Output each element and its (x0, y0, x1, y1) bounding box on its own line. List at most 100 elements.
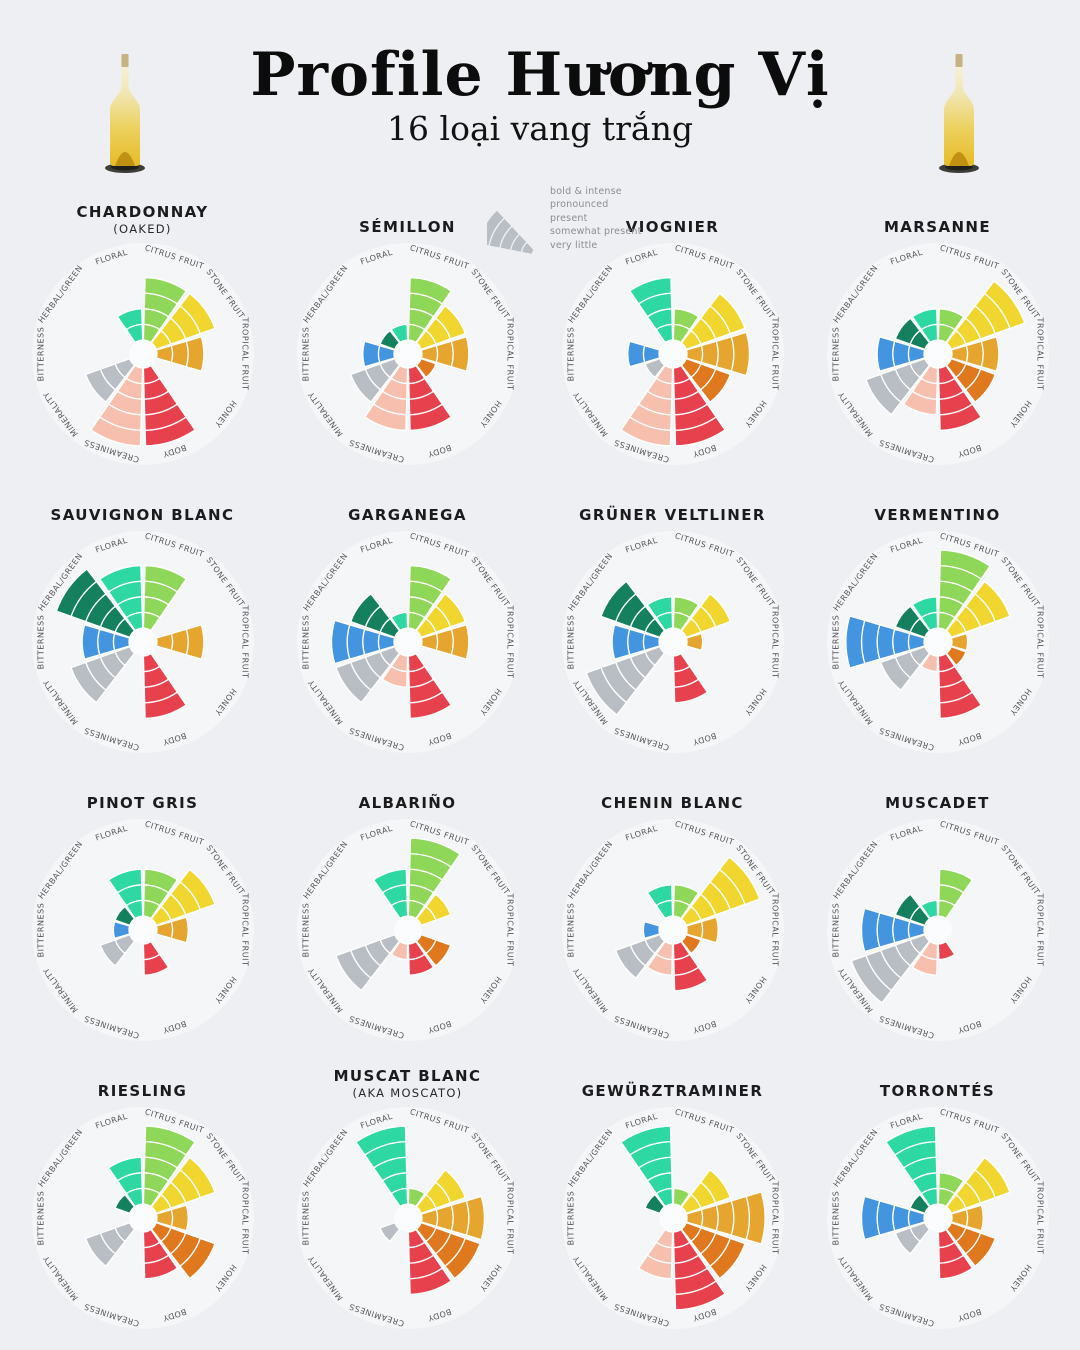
flavor-label-bitterness: BITTERNESS (301, 903, 310, 958)
flavor-wedge-floral (390, 611, 408, 632)
flavor-wedge-citrus_fruit (937, 308, 964, 331)
flavor-wedge-minerality (69, 661, 107, 704)
wheel-center-hole (393, 340, 422, 368)
wine-title-block: GRÜNER VELTLINER (579, 478, 766, 524)
wine-name: TORRONTÉS (879, 1082, 996, 1100)
flavor-wedge-honey (945, 646, 967, 667)
flavor-wedge-bitterness (112, 920, 130, 940)
flavor-label-tropical_fruit: TROPICAL FRUIT (770, 1181, 779, 1255)
flavor-label-bitterness: BITTERNESS (301, 327, 310, 382)
flavor-wedge-stone_fruit (718, 856, 760, 906)
flavor-wedge-honey (964, 1232, 996, 1267)
flavor-wedge-creaminess (637, 1254, 672, 1280)
flavor-wedge-tropical_fruit (170, 628, 189, 656)
flavor-wedge-honey (964, 368, 996, 403)
flavor-wedge-stone_fruit (178, 1156, 216, 1199)
wine-bottle-icon (939, 54, 979, 173)
wine-chart-marsanne: MARSANNE FLORAL CITRUS FRUIT STONE FRUIT TRO… (805, 190, 1070, 478)
wine-name: SÉMILLON (359, 218, 456, 236)
wine-chart-muscat-blanc: MUSCAT BLANC (AKA MOSCATO) FLORAL CITRUS FR… (275, 1054, 540, 1342)
flavor-wedge-stone_fruit (983, 280, 1025, 330)
wheel-center-hole (128, 1204, 157, 1232)
flavor-label-tropical_fruit: TROPICAL FRUIT (1035, 1181, 1044, 1255)
wheel-center-hole (923, 1204, 952, 1232)
flavor-wedge-body (143, 691, 187, 720)
flavor-wedge-tropical_fruit (685, 632, 703, 652)
flavor-wedge-body (673, 416, 726, 447)
flavor-wedge-herbal_green (894, 893, 921, 921)
flavor-wedge-minerality (585, 666, 627, 716)
flavor-label-tropical_fruit: TROPICAL FRUIT (240, 605, 249, 679)
wheel-center-hole (128, 340, 157, 368)
flavor-wedge-stone_fruit (973, 580, 1011, 623)
flavor-wedge-citrus_fruit (938, 868, 973, 894)
wine-name: MARSANNE (883, 218, 992, 236)
wine-title-block: VIOGNIER (626, 190, 719, 236)
flavor-wedge-tropical_fruit (465, 1195, 485, 1241)
flavor-wedge-floral (911, 596, 938, 619)
wine-name: RIESLING (97, 1082, 188, 1100)
flavor-wedge-minerality (614, 944, 646, 979)
flavor-label-bitterness: BITTERNESS (36, 903, 45, 958)
flavor-wedge-body (407, 953, 434, 976)
wine-title-block: PINOT GRIS (87, 766, 199, 812)
flavor-wedge-bitterness (844, 615, 865, 669)
flavor-wedge-tropical_fruit (435, 340, 454, 368)
flavor-wedge-honey (415, 358, 437, 379)
wine-name: SAUVIGNON BLANC (50, 506, 235, 524)
flavor-wedge-creaminess (646, 953, 673, 976)
flavor-wedge-citrus_fruit (672, 1187, 690, 1208)
flavor-wedge-body (938, 691, 982, 720)
legend-level-label: somewhat present (550, 226, 642, 238)
wheel-center-hole (923, 340, 952, 368)
flavor-label-bitterness: BITTERNESS (566, 1191, 575, 1246)
flavor-wedge-bitterness (626, 628, 645, 656)
flavor-wedge-body (938, 1254, 973, 1280)
flavor-wedge-floral (116, 308, 143, 331)
flavor-wedge-minerality (349, 368, 381, 403)
wheel-center-hole (923, 916, 952, 944)
wheel-center-hole (393, 1204, 422, 1232)
flavor-wedge-minerality (84, 1232, 116, 1267)
wine-title-block: GARGANEGA (348, 478, 467, 524)
wine-title-block: GEWÜRZTRAMINER (582, 1054, 764, 1100)
flavor-wedge-minerality (99, 939, 126, 967)
flavor-wedge-body (143, 416, 196, 447)
wine-chart-gr-ner-veltliner: GRÜNER VELTLINER FLORAL CITRUS FRUIT STONE … (540, 478, 805, 766)
flavor-wedge-citrus_fruit (143, 276, 187, 305)
flavor-wedge-bitterness (891, 340, 910, 368)
flavor-wedge-tropical_fruit (730, 1195, 750, 1241)
flavor-wedge-tropical_fruit (170, 1204, 189, 1232)
flavor-wedge-citrus_fruit (937, 1172, 964, 1195)
flavor-wedge-herbal_green (643, 1193, 665, 1214)
wine-name: VIOGNIER (625, 218, 720, 236)
flavor-label-tropical_fruit: TROPICAL FRUIT (505, 893, 514, 967)
chart-grid: CHARDONNAY (OAKED) FLORAL CITRUS FRUIT STONE… (10, 190, 1070, 1342)
flavor-wedge-bitterness (81, 624, 100, 660)
wine-title-block: MUSCAT BLANC (AKA MOSCATO) (334, 1054, 482, 1100)
flavor-wedge-stone_fruit (178, 868, 216, 911)
flavor-wedge-tropical_fruit (745, 1191, 766, 1245)
flavor-wedge-creaminess (390, 940, 408, 961)
flavor-wedge-bitterness (642, 920, 660, 940)
flavor-wedge-creaminess (920, 652, 938, 673)
flavor-wedge-bitterness (876, 336, 895, 372)
flavor-wedge-tropical_fruit (170, 340, 189, 368)
flavor-wedge-body (937, 940, 955, 961)
flavor-wedge-citrus_fruit (672, 308, 699, 331)
flavor-label-bitterness: BITTERNESS (831, 1191, 840, 1246)
flavor-wedge-tropical_fruit (450, 1200, 469, 1236)
flavor-wedge-creaminess (89, 416, 142, 447)
flavor-wedge-bitterness (891, 628, 910, 656)
wine-title-block: SAUVIGNON BLANC (51, 478, 235, 524)
flavor-wedge-minerality (84, 368, 116, 403)
wheel-center-hole (393, 628, 422, 656)
